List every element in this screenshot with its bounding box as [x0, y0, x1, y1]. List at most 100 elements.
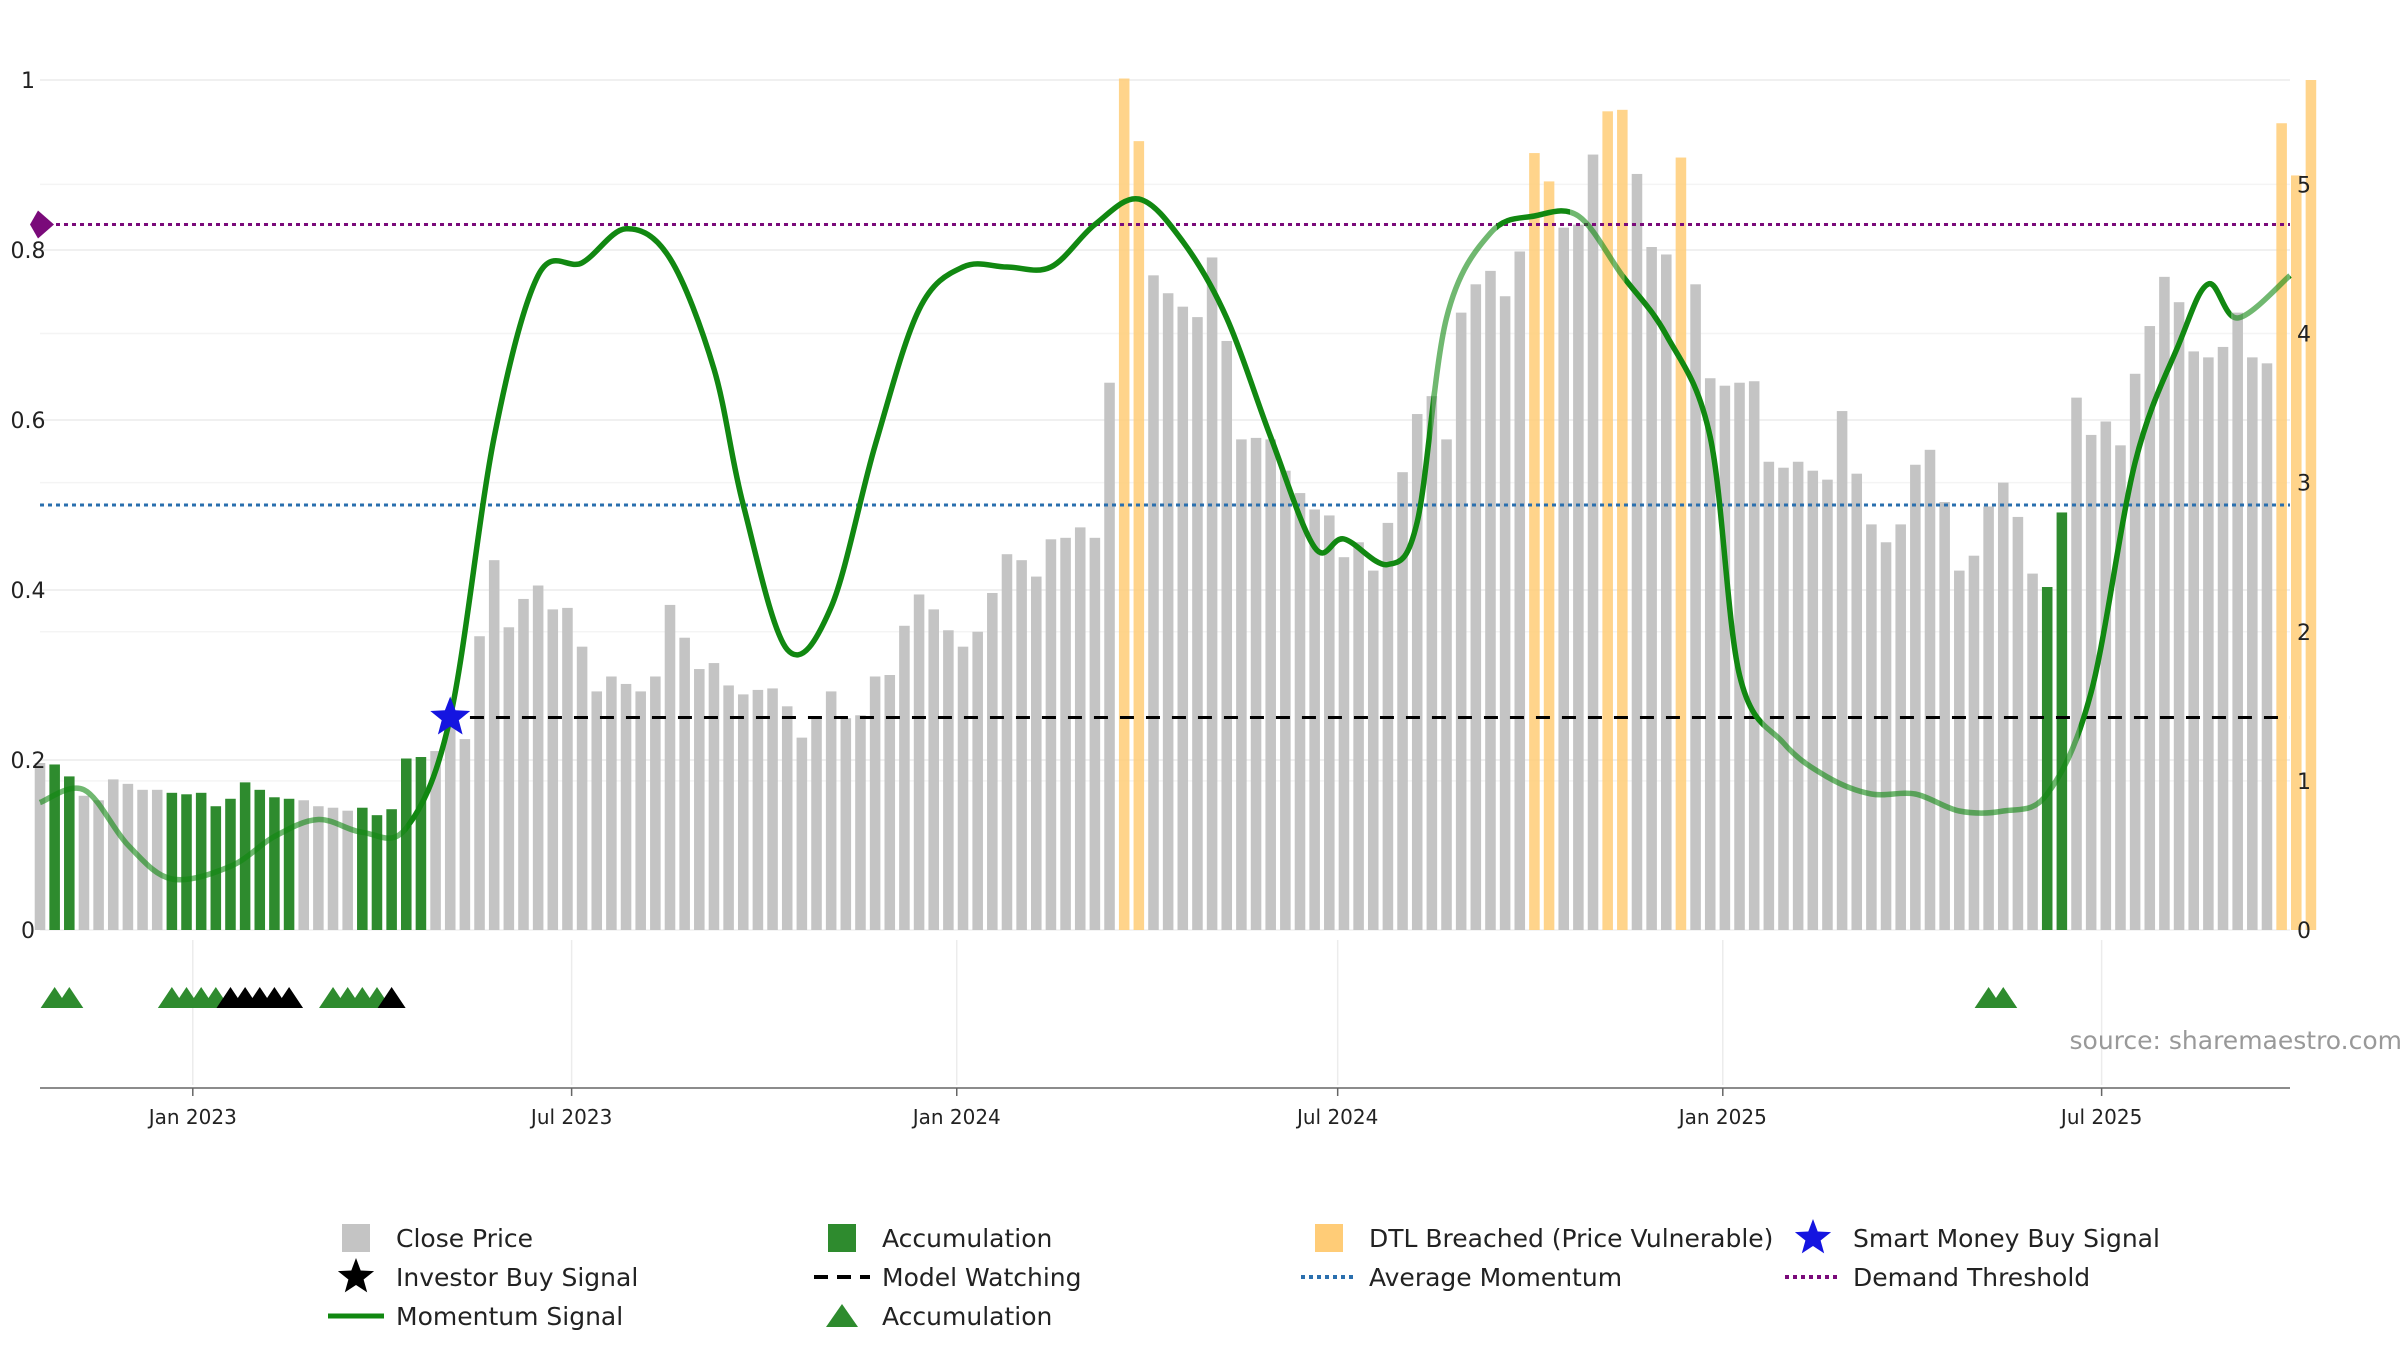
- close-price-bar: [1587, 154, 1599, 930]
- close-price-bar: [620, 683, 632, 930]
- signals: [430, 696, 471, 735]
- x-tick-label: Jul 2024: [1295, 1105, 1378, 1129]
- close-price-bar: [327, 807, 339, 930]
- legend-label: Momentum Signal: [396, 1302, 623, 1331]
- legend-label: Demand Threshold: [1853, 1263, 2090, 1292]
- x-tick-label: Jan 2025: [1677, 1105, 1767, 1129]
- legend-item: Investor Buy Signal: [337, 1258, 638, 1293]
- close-price-bar: [1910, 464, 1921, 930]
- close-price-bar: [796, 737, 808, 930]
- close-price-bar: [1104, 382, 1115, 930]
- accumulation-bar: [254, 789, 266, 930]
- left-tick-label: 0.8: [11, 239, 46, 264]
- axes: 0 0.2 0.4 0.6 0.8 1 0 1 2 3 4 5 Jan 2023 Jul 2023 Jan …: [11, 69, 2312, 1129]
- accumulation-bar: [64, 776, 75, 930]
- legend-item: DTL Breached (Price Vulnerable): [1315, 1224, 1773, 1253]
- accumulation-bar: [2056, 512, 2068, 930]
- close-price-bar: [1939, 502, 1950, 930]
- legend: Close Price Accumulation DTL Breached (Pri…: [328, 1219, 2160, 1331]
- close-price-bar: [1763, 461, 1775, 930]
- x-tick-label: Jul 2023: [529, 1105, 612, 1129]
- close-price-bar: [1060, 537, 1071, 930]
- close-price-bar: [1646, 247, 1657, 930]
- close-price-bar: [591, 691, 603, 930]
- close-price-bar: [2144, 326, 2156, 931]
- close-price-bar: [1792, 461, 1804, 930]
- left-tick-label: 1: [21, 69, 35, 94]
- right-tick-label: 5: [2297, 173, 2311, 198]
- close-price-bar: [1851, 473, 1863, 930]
- legend-swatch: [1315, 1224, 1343, 1252]
- close-price-bar: [1236, 439, 1247, 930]
- close-price-bar: [2203, 357, 2214, 930]
- close-price-bar: [2100, 421, 2112, 930]
- close-price-bar: [1470, 284, 1482, 931]
- close-price-bar: [1031, 576, 1042, 930]
- close-price-bar: [1558, 227, 1569, 930]
- close-price-bar: [1353, 542, 1364, 930]
- accumulation-bar: [401, 758, 412, 930]
- close-price-bar: [34, 762, 46, 930]
- close-price-bar: [1719, 385, 1731, 930]
- right-tick-label: 0: [2297, 919, 2311, 944]
- close-price-bar: [488, 560, 500, 930]
- close-price-bar: [1661, 254, 1672, 930]
- close-price-bar: [1924, 449, 1936, 930]
- dtl-breached-bar: [2305, 80, 2317, 930]
- legend-swatch: [828, 1224, 856, 1252]
- close-price-bar: [1426, 396, 1438, 930]
- close-price-bar: [2012, 516, 2024, 930]
- source-label: source: sharemaestro.com: [2070, 1026, 2400, 1055]
- legend-item: Accumulation: [828, 1224, 1052, 1253]
- close-price-bar: [1162, 293, 1174, 930]
- close-price-bar: [811, 718, 822, 930]
- close-price-bar: [679, 637, 690, 930]
- close-price-bar: [1265, 439, 1276, 930]
- left-tick-label: 0.4: [11, 579, 46, 604]
- reference-lines: [30, 210, 2290, 719]
- legend-triangle: [826, 1304, 858, 1327]
- close-price-bar: [1866, 524, 1877, 930]
- legend-item: Average Momentum: [1301, 1263, 1622, 1292]
- close-price-bar: [1045, 539, 1057, 930]
- close-price-bar: [781, 706, 793, 930]
- accumulation-bar: [371, 815, 383, 930]
- close-price-bar: [1294, 493, 1306, 930]
- close-price-bar: [869, 676, 881, 930]
- marker-strip: [40, 987, 2018, 1008]
- close-price-bar: [1997, 482, 2009, 930]
- close-price-bar: [1954, 570, 1965, 930]
- close-price-bar: [122, 783, 134, 930]
- close-price-bar: [1807, 470, 1819, 930]
- close-price-bar: [1089, 537, 1101, 930]
- close-price-bar: [664, 604, 676, 930]
- dtl-breached-bar: [1675, 157, 1687, 931]
- dtl-breached-bar: [1118, 78, 1130, 930]
- close-price-bar: [884, 675, 896, 930]
- close-price-bar: [430, 751, 441, 930]
- close-price-bar: [576, 646, 588, 930]
- legend-label: Close Price: [396, 1224, 533, 1253]
- accumulation-bar: [210, 806, 222, 930]
- close-price-bar: [151, 789, 163, 930]
- demand-threshold-marker: [30, 210, 54, 239]
- close-price-bar: [532, 585, 544, 930]
- close-price-bar: [2129, 373, 2141, 930]
- close-price-bar: [1192, 317, 1203, 931]
- smart-money-buy-signal-star: [430, 696, 471, 735]
- investor-buy-triangle: [275, 987, 304, 1008]
- close-price-bar: [957, 646, 969, 930]
- legend-star: [1794, 1219, 1832, 1254]
- momentum-signal: [38, 196, 2292, 883]
- close-price-bar: [2071, 397, 2082, 930]
- close-price-bar: [2159, 276, 2170, 930]
- close-price-bar: [1455, 312, 1467, 930]
- close-price-bar: [1499, 296, 1511, 931]
- x-tick-label: Jan 2023: [147, 1105, 237, 1129]
- accumulation-bar: [415, 757, 427, 930]
- accumulation-triangle: [1989, 987, 2018, 1008]
- close-price-bar: [1250, 437, 1262, 930]
- accumulation-bar: [2041, 587, 2053, 930]
- close-price-bar: [1822, 479, 1833, 930]
- close-price-bar: [2188, 351, 2199, 930]
